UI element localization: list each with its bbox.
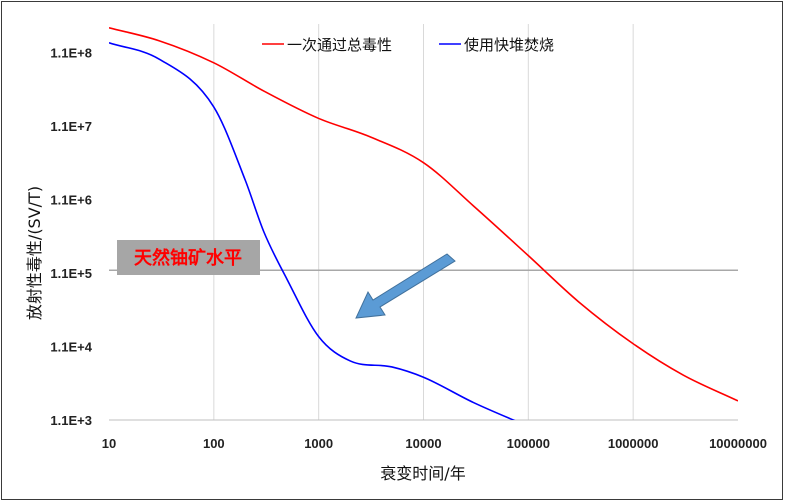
x-tick-label: 10: [102, 436, 116, 451]
arrow-shape: [355, 253, 456, 319]
series-lines: [109, 26, 738, 420]
x-tick-label: 10000000: [709, 436, 767, 451]
legend-label: 一次通过总毒性: [287, 36, 392, 54]
reference-label: 天然铀矿水平: [134, 247, 242, 269]
y-tick-label: 1.1E+3: [50, 413, 92, 428]
y-tick-label: 1.1E+4: [50, 340, 92, 355]
y-tick-label: 1.1E+8: [50, 46, 92, 61]
x-axis-label: 衰变时间/年: [380, 464, 465, 483]
y-tick-labels: 1.1E+3 1.1E+4 1.1E+5 1.1E+6 1.1E+7 1.1E+8: [50, 46, 92, 428]
legend: 一次通过总毒性 使用快堆焚烧: [262, 36, 554, 54]
x-tick-label: 1000000: [608, 436, 659, 451]
x-tick-labels: 10 100 1000 10000 100000 1000000 10000000: [102, 436, 767, 451]
annotation-arrow: [355, 253, 456, 319]
series-line-1: [109, 26, 738, 402]
x-tick-label: 1000: [304, 436, 333, 451]
y-tick-label: 1.1E+5: [50, 266, 92, 281]
y-axis-label: 放射性毒性/(SV/T): [25, 186, 44, 320]
x-tick-label: 100000: [507, 436, 550, 451]
reference-line: 天然铀矿水平: [109, 240, 738, 275]
y-tick-label: 1.1E+7: [50, 119, 92, 134]
legend-label: 使用快堆焚烧: [464, 36, 554, 54]
x-tick-label: 10000: [405, 436, 441, 451]
y-tick-label: 1.1E+6: [50, 193, 92, 208]
grid-lines: [213, 24, 634, 420]
x-tick-label: 100: [203, 436, 225, 451]
series-line-2: [109, 41, 516, 420]
reference-label-box: [117, 240, 260, 275]
